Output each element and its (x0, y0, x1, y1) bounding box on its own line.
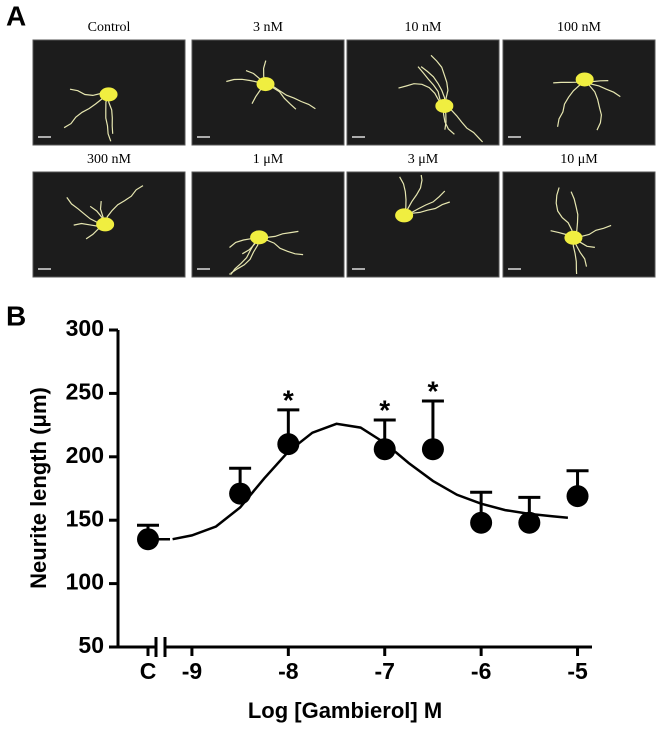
neurite (63, 93, 109, 129)
image-caption: Control (88, 20, 131, 35)
image-frame (346, 171, 500, 278)
micrograph (502, 171, 656, 278)
y-tick-label: 150 (66, 505, 104, 531)
micrograph (346, 39, 500, 146)
x-tick-label: -9 (182, 658, 202, 684)
micrograph (32, 39, 186, 146)
significance-mark: * (283, 384, 294, 415)
image-caption: 3 nM (253, 20, 284, 35)
micrograph (191, 171, 345, 278)
neurite (584, 79, 603, 131)
image-frame (191, 171, 345, 278)
neurite (265, 83, 316, 110)
neurite (555, 187, 575, 238)
micrograph (32, 171, 186, 278)
image-caption: 1 μM (253, 152, 284, 167)
neurite (403, 174, 423, 216)
cell-body (435, 98, 454, 113)
data-point (229, 482, 252, 505)
neurite (570, 191, 579, 239)
significance-mark: * (379, 394, 390, 425)
x-tick-label: -6 (471, 658, 491, 684)
image-caption: 100 nM (557, 20, 602, 35)
significance-mark: * (427, 375, 438, 406)
neurite (417, 66, 445, 107)
image-caption: 3 μM (408, 152, 439, 167)
image-frame (191, 39, 345, 146)
cell-body (575, 72, 594, 87)
neurite (398, 83, 445, 107)
cell-body (250, 230, 269, 245)
data-point (373, 438, 396, 461)
image-caption: 10 nM (405, 20, 443, 35)
y-tick-label: 250 (66, 378, 104, 404)
data-point (421, 438, 444, 461)
neurite (420, 66, 446, 106)
cell-body (395, 208, 414, 223)
fit-curve (172, 422, 569, 541)
y-tick-label: 200 (66, 442, 104, 468)
image-frame (502, 171, 656, 278)
data-point (470, 511, 493, 534)
image-caption: 10 μM (560, 152, 598, 167)
cell-body (256, 77, 275, 92)
y-tick-label: 50 (78, 632, 104, 658)
cell-body (99, 87, 118, 102)
cell-body (564, 230, 583, 245)
neurite (230, 237, 260, 274)
control-point (137, 528, 159, 551)
data-point (518, 511, 541, 534)
neurite (104, 185, 144, 225)
x-tick-label: -5 (567, 658, 588, 684)
cell-body (96, 217, 115, 232)
x-axis-label: Log [Gambierol] M (248, 698, 442, 723)
x-tick-label: -7 (375, 658, 395, 684)
panel-label: B (6, 300, 26, 331)
image-frame (346, 39, 500, 146)
x-tick-label: -8 (278, 658, 299, 684)
y-axis-label: Neurite length (μm) (26, 387, 51, 589)
neurite (444, 105, 484, 143)
y-tick-label: 300 (66, 315, 104, 341)
neurite (105, 94, 112, 142)
data-point (566, 485, 589, 508)
image-caption: 300 nM (87, 152, 132, 167)
micrograph (502, 39, 656, 146)
x-tick-label: C (140, 658, 157, 684)
y-tick-label: 100 (66, 569, 104, 595)
panel-label: A (6, 0, 26, 31)
neurite (430, 54, 449, 107)
image-frame (502, 39, 656, 146)
data-point (277, 433, 300, 456)
neurite (557, 79, 586, 127)
micrograph (346, 171, 500, 278)
micrograph (191, 39, 345, 146)
